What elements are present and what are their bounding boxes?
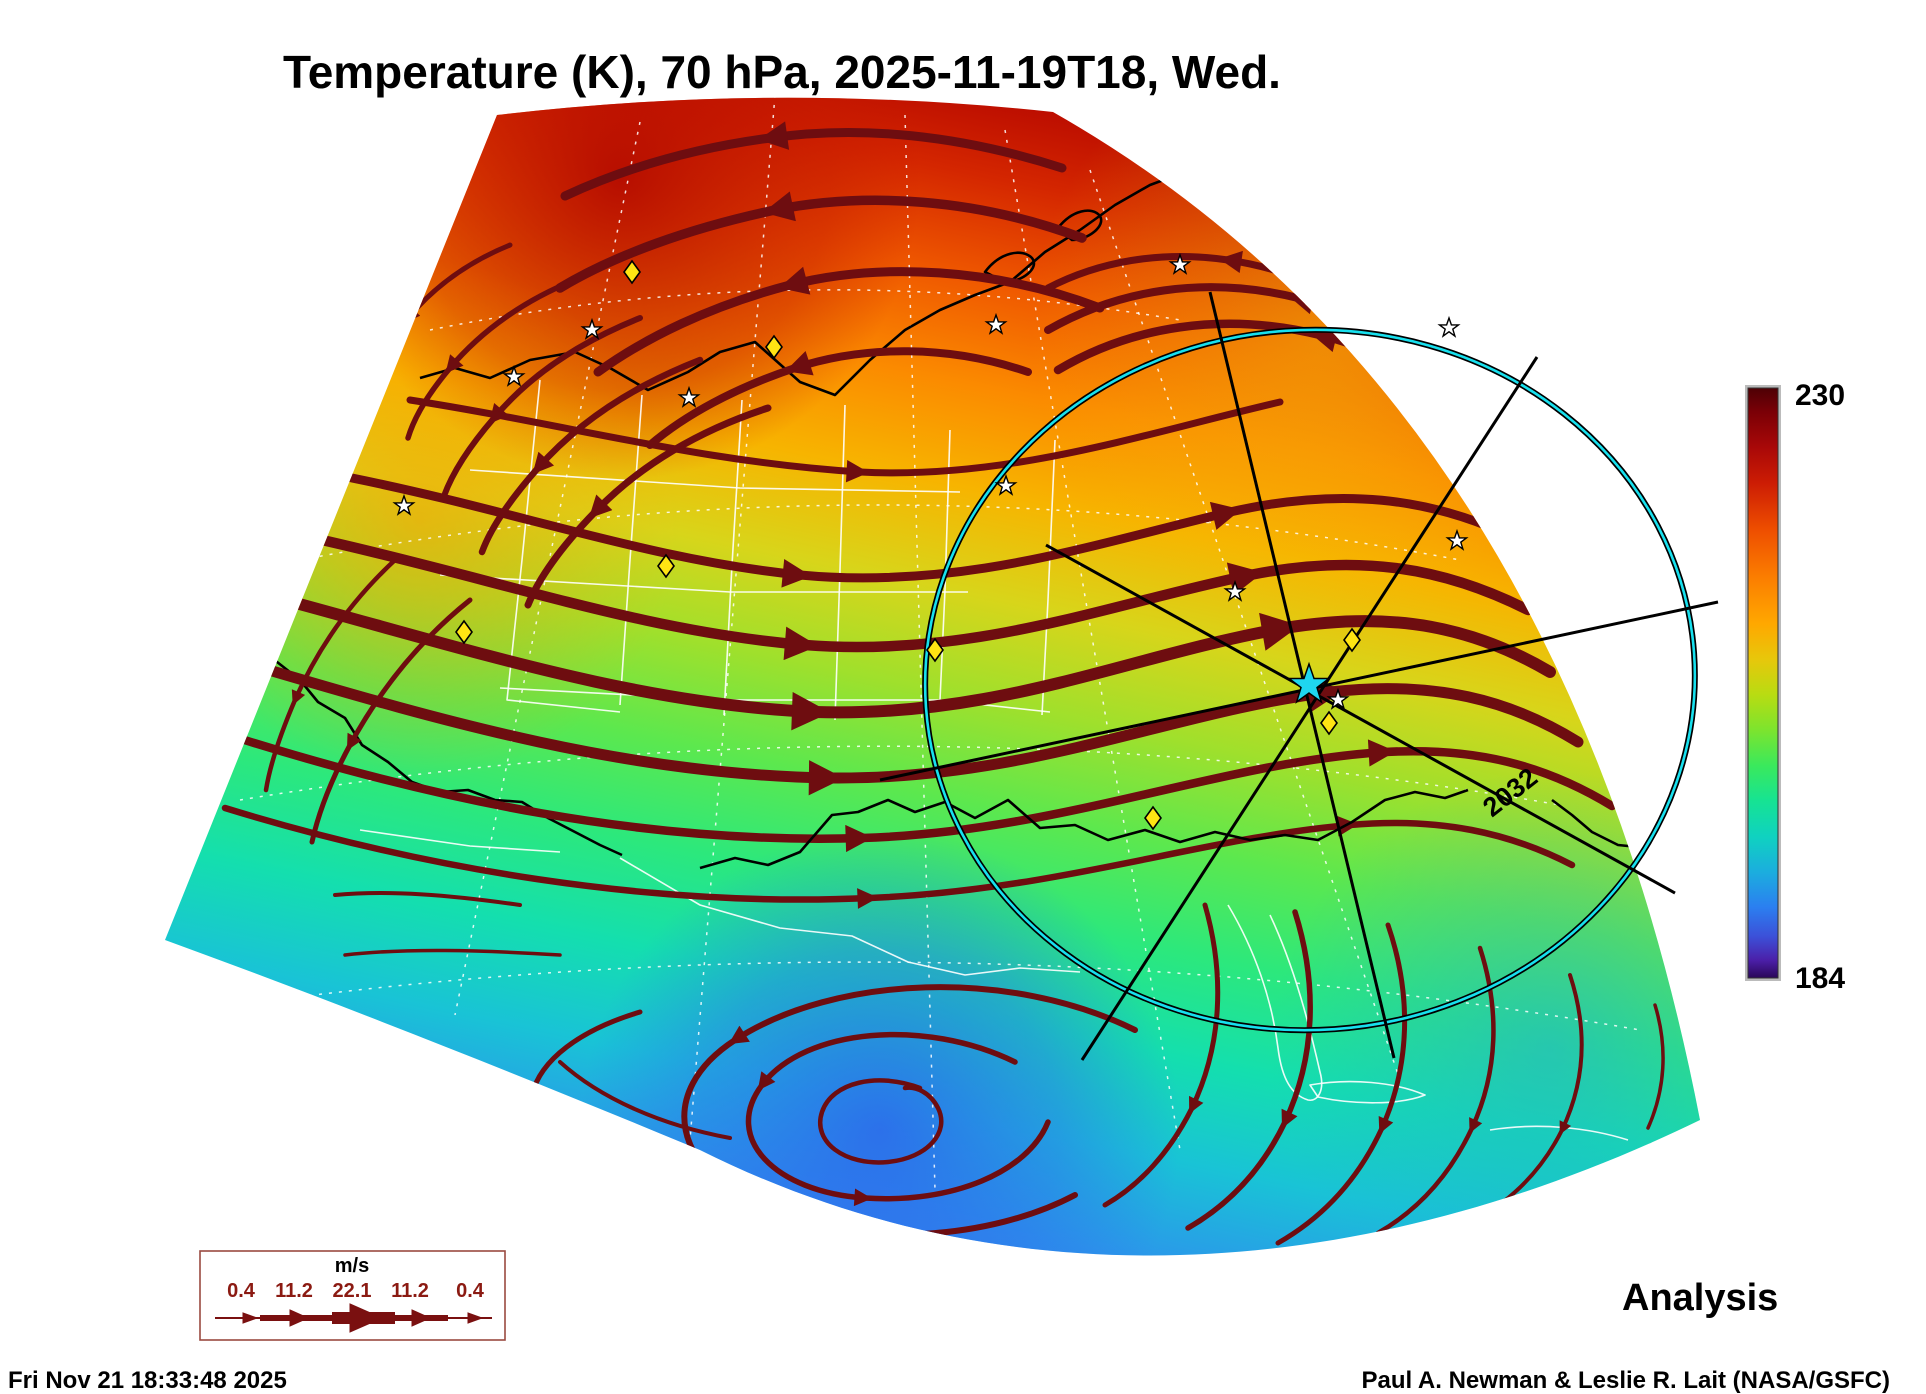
azimuth-lines [879, 291, 1719, 1061]
credit: Paul A. Newman & Leslie R. Lait (NASA/GS… [1361, 1367, 1890, 1394]
wind-legend-unit-label: m/s [335, 1255, 369, 1277]
wind-speed-legend: m/s 0.4 11.2 22.1 11.2 0.4 [199, 1250, 506, 1341]
wind-legend-value-4: 0.4 [456, 1280, 485, 1302]
overlay-contour-2032 [699, 788, 1649, 870]
cold-vortex-shading [580, 830, 1180, 1256]
colorbar-gradient [1747, 387, 1779, 979]
wind-legend-value-2: 22.1 [333, 1280, 372, 1302]
azimuth-line-2 [1080, 356, 1539, 1061]
page-title: Temperature (K), 70 hPa, 2025-11-19T18, … [283, 46, 1281, 98]
range-circle [923, 328, 1697, 1032]
azimuth-line-1 [1208, 291, 1396, 1059]
colorbar: 230 184 [1745, 379, 1845, 995]
colorbar-min-label: 184 [1795, 962, 1845, 995]
colorbar-max-label: 230 [1795, 379, 1845, 412]
wind-legend-streamline [215, 1303, 492, 1333]
range-circle-group [922, 326, 1698, 1034]
wind-legend-value-1: 11.2 [275, 1280, 313, 1302]
wind-legend-value-0: 0.4 [227, 1280, 256, 1302]
azimuth-line-4 [879, 600, 1719, 782]
map-area [165, 97, 1700, 1256]
analysis-label: Analysis [1622, 1277, 1778, 1319]
azimuth-line-3 [1045, 543, 1676, 895]
wind-legend-value-3: 11.2 [391, 1280, 429, 1302]
timestamp: Fri Nov 21 18:33:48 2025 [8, 1367, 287, 1394]
star-marker [1438, 317, 1460, 337]
